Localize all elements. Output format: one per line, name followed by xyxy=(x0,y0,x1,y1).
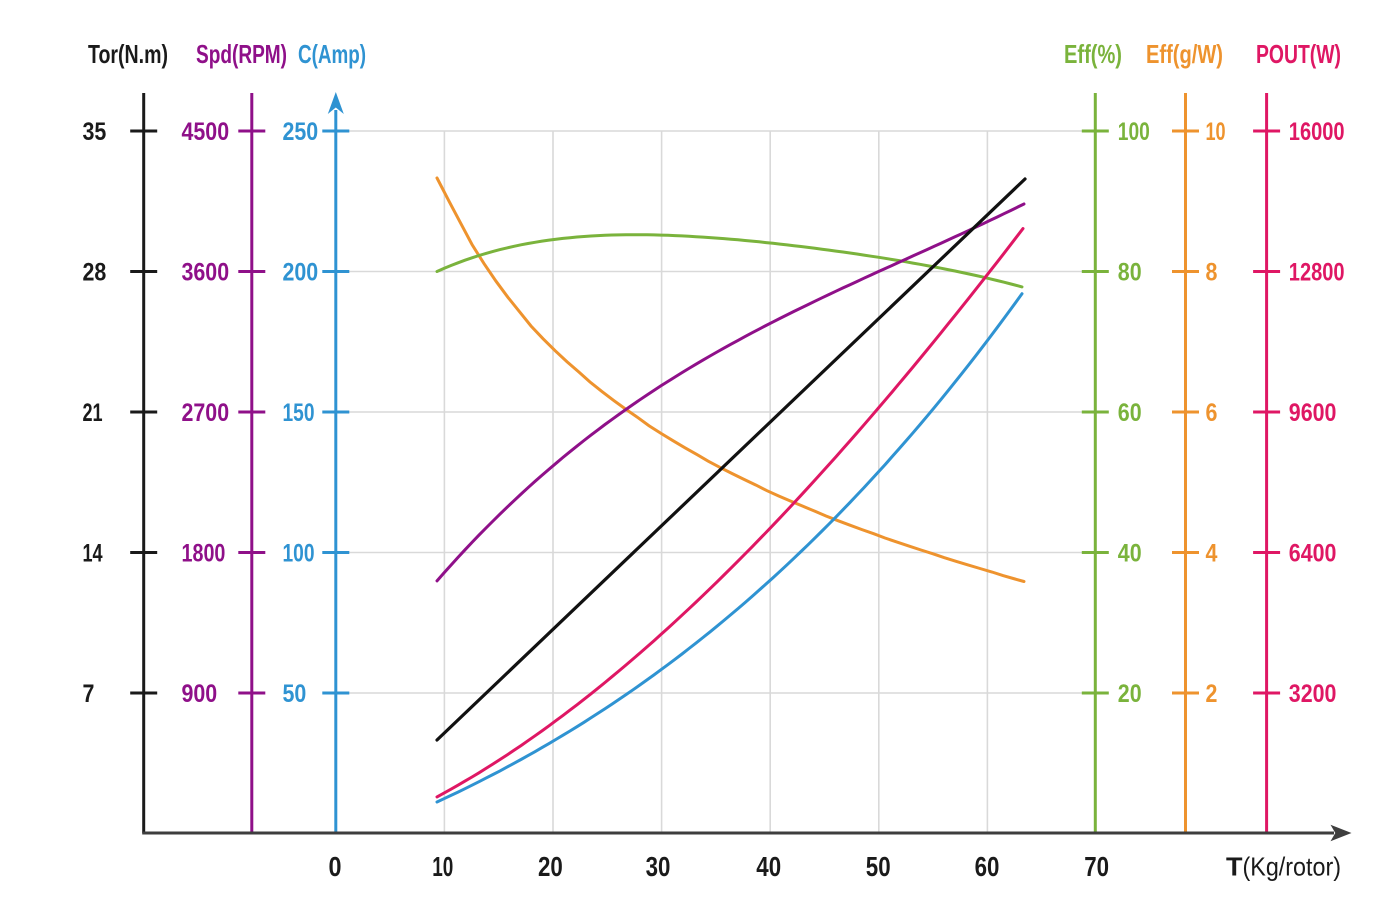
svg-text:Eff(%): Eff(%) xyxy=(1064,39,1122,69)
svg-text:40: 40 xyxy=(1118,540,1142,568)
svg-text:Eff(g/W): Eff(g/W) xyxy=(1146,39,1223,69)
svg-text:POUT(W): POUT(W) xyxy=(1256,39,1341,69)
svg-text:4500: 4500 xyxy=(182,118,230,146)
svg-text:Tor(N.m): Tor(N.m) xyxy=(88,39,168,69)
svg-text:C(Amp): C(Amp) xyxy=(298,39,366,69)
svg-text:50: 50 xyxy=(283,680,307,708)
svg-text:1800: 1800 xyxy=(182,540,226,568)
svg-text:10: 10 xyxy=(432,851,453,882)
svg-text:50: 50 xyxy=(866,851,891,882)
svg-text:3200: 3200 xyxy=(1289,680,1337,708)
svg-text:12800: 12800 xyxy=(1289,259,1345,287)
svg-text:10: 10 xyxy=(1206,118,1226,146)
svg-text:100: 100 xyxy=(1118,118,1150,146)
svg-text:21: 21 xyxy=(83,399,103,427)
svg-text:40: 40 xyxy=(756,851,781,882)
svg-text:Spd(RPM): Spd(RPM) xyxy=(196,39,287,69)
svg-text:14: 14 xyxy=(83,540,103,568)
svg-text:28: 28 xyxy=(83,259,107,287)
svg-text:250: 250 xyxy=(283,118,319,146)
svg-text:0: 0 xyxy=(329,851,342,882)
svg-text:9600: 9600 xyxy=(1289,399,1337,427)
svg-text:900: 900 xyxy=(182,680,218,708)
svg-text:80: 80 xyxy=(1118,259,1142,287)
svg-text:16000: 16000 xyxy=(1289,118,1345,146)
svg-text:35: 35 xyxy=(83,118,107,146)
svg-text:6400: 6400 xyxy=(1289,540,1337,568)
svg-text:3600: 3600 xyxy=(182,259,230,287)
svg-text:4: 4 xyxy=(1206,540,1218,568)
svg-text:60: 60 xyxy=(1118,399,1142,427)
svg-text:2700: 2700 xyxy=(182,399,230,427)
svg-text:150: 150 xyxy=(283,399,315,427)
svg-text:20: 20 xyxy=(538,851,563,882)
svg-text:T(Kg/rotor): T(Kg/rotor) xyxy=(1226,852,1341,882)
svg-text:20: 20 xyxy=(1118,680,1142,708)
svg-text:200: 200 xyxy=(283,259,319,287)
svg-text:2: 2 xyxy=(1206,680,1218,708)
svg-text:8: 8 xyxy=(1206,259,1218,287)
svg-text:70: 70 xyxy=(1084,851,1109,882)
svg-text:6: 6 xyxy=(1206,399,1218,427)
svg-text:7: 7 xyxy=(83,680,95,708)
svg-text:60: 60 xyxy=(975,851,1000,882)
svg-text:30: 30 xyxy=(646,851,671,882)
svg-text:100: 100 xyxy=(283,540,315,568)
